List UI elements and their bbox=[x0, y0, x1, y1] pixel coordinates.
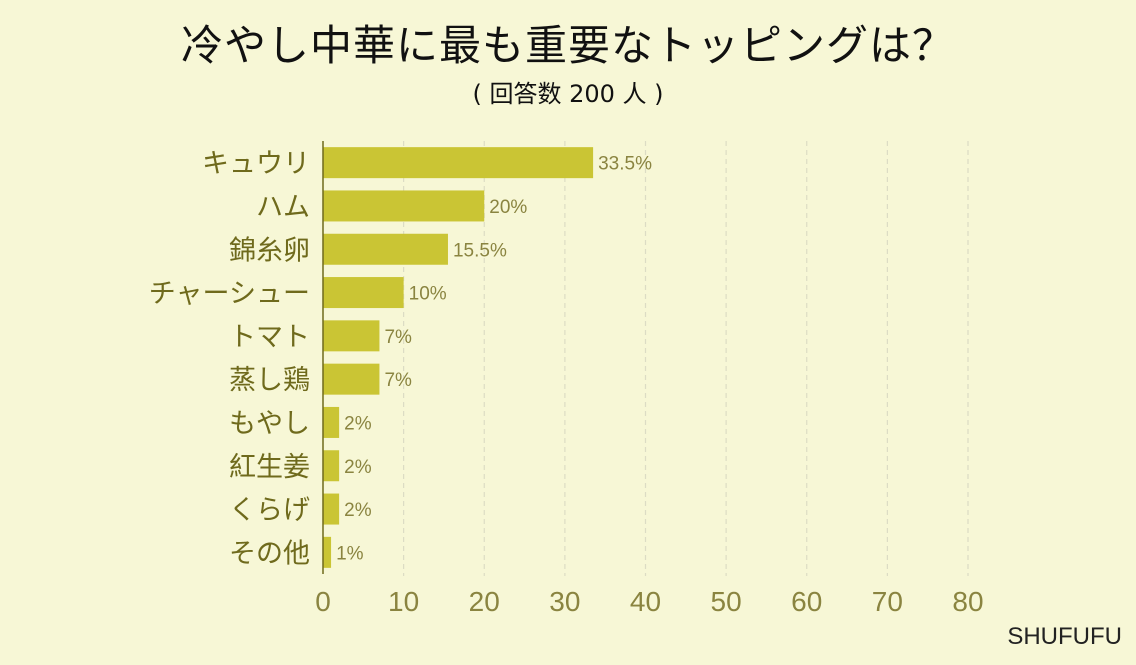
value-label: 10% bbox=[409, 284, 447, 305]
x-tick-label: 70 bbox=[872, 586, 903, 617]
category-label: ハム bbox=[256, 192, 310, 223]
bar bbox=[323, 450, 340, 482]
category-label: 紅生姜 bbox=[229, 452, 310, 483]
x-tick-label: 0 bbox=[315, 586, 331, 617]
category-label: その他 bbox=[229, 538, 310, 569]
value-label: 7% bbox=[384, 327, 412, 348]
bar bbox=[323, 147, 594, 179]
bar bbox=[323, 277, 404, 309]
brand-logo-text: SHUFUFU bbox=[1007, 623, 1122, 650]
chart-subtitle: ( 回答数 200 人 ) bbox=[472, 80, 664, 108]
x-tick-label: 50 bbox=[711, 586, 742, 617]
value-label: 33.5% bbox=[598, 154, 652, 175]
category-label: チャーシュー bbox=[149, 279, 310, 310]
bar bbox=[323, 190, 485, 222]
bar bbox=[323, 406, 340, 438]
category-label: キュウリ bbox=[202, 149, 310, 180]
category-label: トマト bbox=[229, 322, 310, 353]
category-label: もやし bbox=[229, 408, 310, 439]
value-label: 1% bbox=[336, 543, 364, 564]
value-label: 20% bbox=[489, 197, 527, 218]
category-label: 錦糸卵 bbox=[229, 235, 310, 266]
bar bbox=[323, 536, 332, 568]
x-tick-label: 30 bbox=[549, 586, 580, 617]
x-tick-label: 80 bbox=[952, 586, 983, 617]
value-label: 7% bbox=[384, 370, 412, 391]
bar bbox=[323, 363, 380, 395]
x-tick-label: 20 bbox=[469, 586, 500, 617]
value-label: 2% bbox=[344, 457, 372, 478]
bar bbox=[323, 320, 380, 352]
bar bbox=[323, 493, 340, 525]
x-tick-label: 60 bbox=[791, 586, 822, 617]
chart-title: 冷やし中華に最も重要なトッピングは？ bbox=[180, 21, 955, 70]
value-label: 15.5% bbox=[453, 240, 507, 261]
x-tick-label: 40 bbox=[630, 586, 661, 617]
bar bbox=[323, 233, 448, 265]
x-tick-label: 10 bbox=[388, 586, 419, 617]
category-label: くらげ bbox=[229, 495, 310, 526]
value-label: 2% bbox=[344, 413, 372, 434]
category-label: 蒸し鶏 bbox=[229, 365, 310, 396]
value-label: 2% bbox=[344, 500, 372, 521]
